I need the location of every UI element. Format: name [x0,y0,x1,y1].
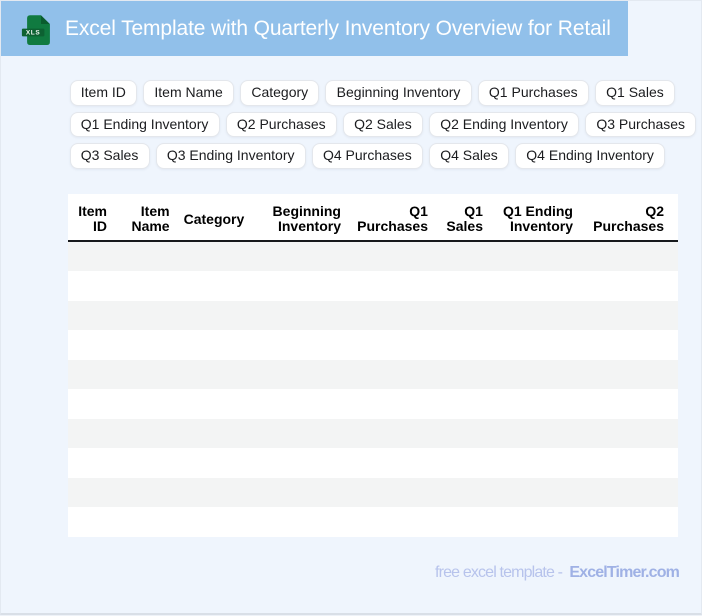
svg-text:XLS: XLS [26,29,41,36]
